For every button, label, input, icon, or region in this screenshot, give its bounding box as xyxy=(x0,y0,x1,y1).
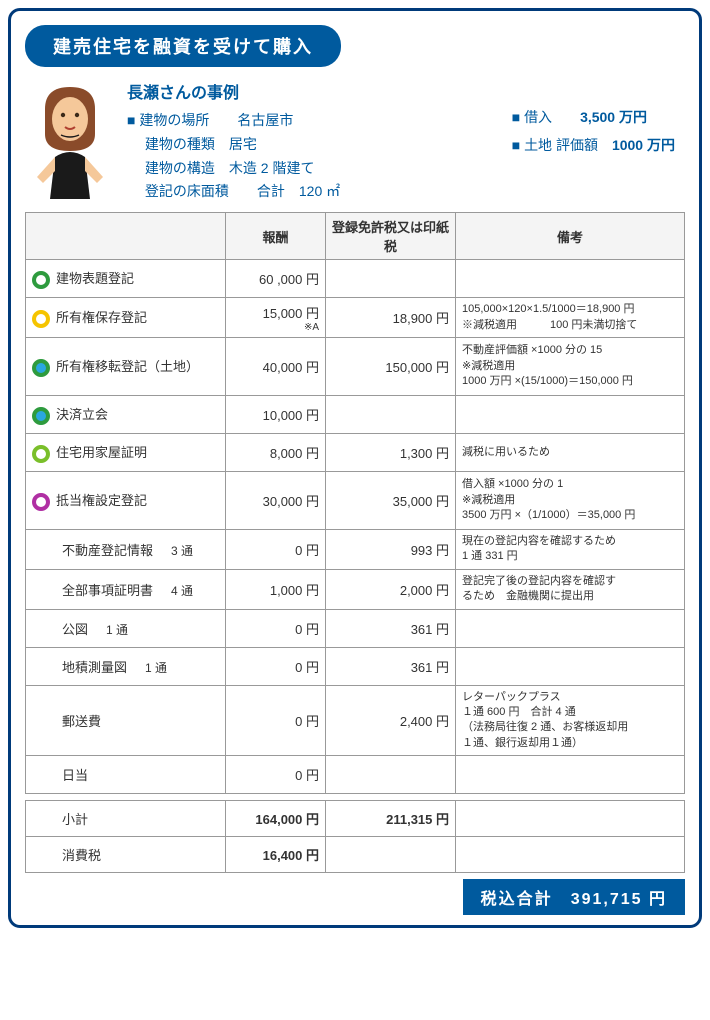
row-note-cell xyxy=(456,609,685,647)
row-note-cell: 現在の登記内容を確認するため1 通 331 円 xyxy=(456,529,685,569)
table-row: 公図 1 通0 円361 円 xyxy=(26,609,685,647)
col-header-note: 備考 xyxy=(456,213,685,260)
table-row: 所有権移転登記（土地）40,000 円150,000 円不動産評価額 ×1000… xyxy=(26,337,685,395)
case-details-left: 長瀬さんの事例 ■ 建物の場所 名古屋市 建物の種類 居宅 建物の構造 木造 2… xyxy=(127,79,500,204)
row-fee-cell: 40,000 円 xyxy=(226,337,326,395)
row-fee-cell: 0 円 xyxy=(226,609,326,647)
row-name-cell: 日当 xyxy=(26,756,226,794)
row-note-cell: 減税に用いるため xyxy=(456,433,685,471)
table-row: 住宅用家屋証明8,000 円1,300 円減税に用いるため xyxy=(26,433,685,471)
row-bullet-icon xyxy=(32,271,50,289)
row-name-cell: 建物表題登記 xyxy=(26,260,226,298)
row-name-cell: 地積測量図 1 通 xyxy=(26,647,226,685)
row-note-cell: 不動産評価額 ×1000 分の 15※減税適用1000 万円 ×(15/1000… xyxy=(456,337,685,395)
col-header-name xyxy=(26,213,226,260)
row-fee-cell: 30,000 円 xyxy=(226,471,326,529)
row-bullet-icon xyxy=(32,359,50,377)
row-fee-cell: 0 円 xyxy=(226,647,326,685)
row-name-cell: 抵当権設定登記 xyxy=(26,471,226,529)
row-note-cell xyxy=(456,756,685,794)
table-row: 決済立会10,000 円 xyxy=(26,395,685,433)
row-note-cell xyxy=(456,647,685,685)
row-fee-cell: 1,000 円 xyxy=(226,569,326,609)
row-name-cell: 決済立会 xyxy=(26,395,226,433)
row-name-cell: 所有権保存登記 xyxy=(26,298,226,338)
person-avatar xyxy=(25,79,115,199)
row-tax-cell: 35,000 円 xyxy=(326,471,456,529)
table-row: 所有権保存登記15,000 円※A18,900 円105,000×120×1.5… xyxy=(26,298,685,338)
row-name-cell: 公図 1 通 xyxy=(26,609,226,647)
row-bullet-icon xyxy=(32,407,50,425)
page-title: 建売住宅を融資を受けて購入 xyxy=(25,25,341,67)
col-header-tax: 登録免許税又は印紙税 xyxy=(326,213,456,260)
row-tax-cell: 361 円 xyxy=(326,609,456,647)
row-note-cell: 借入額 ×1000 分の 1※減税適用3500 万円 ×（1/1000）＝35,… xyxy=(456,471,685,529)
row-note-cell: 105,000×120×1.5/1000＝18,900 円※減税適用 100 円… xyxy=(456,298,685,338)
subtotal-row: 小計 164,000 円 211,315 円 xyxy=(26,801,685,837)
case-details: ■ 建物の場所 名古屋市 建物の種類 居宅 建物の構造 木造 2 階建て 登記の… xyxy=(127,109,500,204)
row-name-cell: 全部事項証明書 4 通 xyxy=(26,569,226,609)
table-row: 地積測量図 1 通0 円361 円 xyxy=(26,647,685,685)
row-fee-cell: 15,000 円※A xyxy=(226,298,326,338)
row-tax-cell: 2,400 円 xyxy=(326,685,456,756)
grand-total: 税込合計 391,715 円 xyxy=(463,879,685,915)
vat-label: 消費税 xyxy=(26,837,226,873)
row-fee-cell: 10,000 円 xyxy=(226,395,326,433)
table-row: 抵当権設定登記30,000 円35,000 円借入額 ×1000 分の 1※減税… xyxy=(26,471,685,529)
case-details-right: ■ 借入 3,500 万円 ■ 土地 評価額 1000 万円 xyxy=(512,103,685,159)
row-name-cell: 住宅用家屋証明 xyxy=(26,433,226,471)
row-tax-cell: 18,900 円 xyxy=(326,298,456,338)
table-row: 日当0 円 xyxy=(26,756,685,794)
row-note-cell: 登記完了後の登記内容を確認するため 金融機関に提出用 xyxy=(456,569,685,609)
table-header-row: 報酬 登録免許税又は印紙税 備考 xyxy=(26,213,685,260)
totals-table: 小計 164,000 円 211,315 円 消費税 16,400 円 xyxy=(25,800,685,873)
row-fee-cell: 0 円 xyxy=(226,756,326,794)
row-tax-cell xyxy=(326,395,456,433)
row-tax-cell xyxy=(326,260,456,298)
subtotal-tax: 211,315 円 xyxy=(326,801,456,837)
row-tax-cell: 150,000 円 xyxy=(326,337,456,395)
row-tax-cell: 1,300 円 xyxy=(326,433,456,471)
row-bullet-icon xyxy=(32,310,50,328)
row-fee-cell: 0 円 xyxy=(226,529,326,569)
row-fee-cell: 8,000 円 xyxy=(226,433,326,471)
subtotal-fee: 164,000 円 xyxy=(226,801,326,837)
row-fee-cell: 0 円 xyxy=(226,685,326,756)
row-tax-cell: 361 円 xyxy=(326,647,456,685)
case-info-row: 長瀬さんの事例 ■ 建物の場所 名古屋市 建物の種類 居宅 建物の構造 木造 2… xyxy=(25,79,685,204)
row-tax-cell: 993 円 xyxy=(326,529,456,569)
row-bullet-icon xyxy=(32,445,50,463)
row-bullet-icon xyxy=(32,493,50,511)
case-name: 長瀬さんの事例 xyxy=(127,79,500,103)
row-note-cell: レターパックプラス１通 600 円 合計 4 通（法務局往復 2 通、お客様返却… xyxy=(456,685,685,756)
table-row: 建物表題登記60 ,000 円 xyxy=(26,260,685,298)
row-tax-cell: 2,000 円 xyxy=(326,569,456,609)
row-note-cell xyxy=(456,260,685,298)
table-row: 不動産登記情報 3 通0 円993 円現在の登記内容を確認するため1 通 331… xyxy=(26,529,685,569)
col-header-fee: 報酬 xyxy=(226,213,326,260)
row-tax-cell xyxy=(326,756,456,794)
subtotal-label: 小計 xyxy=(26,801,226,837)
vat-row: 消費税 16,400 円 xyxy=(26,837,685,873)
row-name-cell: 不動産登記情報 3 通 xyxy=(26,529,226,569)
row-fee-cell: 60 ,000 円 xyxy=(226,260,326,298)
vat-fee: 16,400 円 xyxy=(226,837,326,873)
row-note-cell xyxy=(456,395,685,433)
row-name-cell: 所有権移転登記（土地） xyxy=(26,337,226,395)
document-container: 建売住宅を融資を受けて購入 長瀬さんの事例 ■ 建物の場所 名古屋市 建物の種類… xyxy=(8,8,702,928)
fee-table: 報酬 登録免許税又は印紙税 備考 建物表題登記60 ,000 円所有権保存登記1… xyxy=(25,212,685,794)
table-row: 全部事項証明書 4 通1,000 円2,000 円登記完了後の登記内容を確認する… xyxy=(26,569,685,609)
row-name-cell: 郵送費 xyxy=(26,685,226,756)
table-row: 郵送費0 円2,400 円レターパックプラス１通 600 円 合計 4 通（法務… xyxy=(26,685,685,756)
